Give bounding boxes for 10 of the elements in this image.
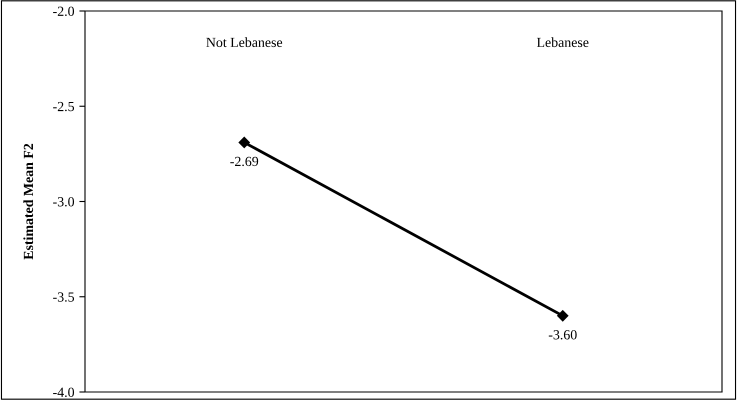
y-tick-label: -2.5 [53,102,74,112]
y-tick-label: -3.5 [53,292,74,302]
data-label: -2.69 [230,156,258,166]
y-axis-title: Estimated Mean F2 [23,144,34,260]
y-tick-label: -4.0 [53,388,74,398]
y-tick-label: -3.0 [53,197,74,207]
y-tick-label: -2.0 [53,6,74,16]
x-tick-label: Not Lebanese [206,37,282,48]
x-tick-label: Lebanese [536,37,588,48]
data-label: -3.60 [548,330,577,340]
